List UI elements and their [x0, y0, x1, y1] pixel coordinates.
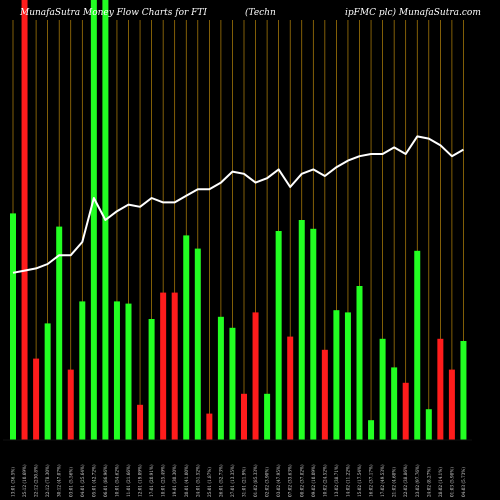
x-tick-label: 19:01 (30.30%)	[172, 464, 177, 497]
money-flow-bar	[148, 319, 155, 440]
price-line	[12, 135, 464, 274]
money-flow-bar	[333, 310, 340, 440]
money-flow-bar	[425, 409, 432, 440]
x-tick-label: 13:01 (36.5%)	[11, 467, 16, 497]
x-tick-label: 03:01 (5.56%)	[68, 467, 73, 497]
money-flow-bar	[321, 349, 328, 440]
x-tick-label: 25:01 (1.87%)	[207, 467, 212, 497]
x-tick-label: 06:01 (86.96%)	[103, 464, 108, 497]
money-flow-bar	[171, 292, 178, 440]
x-tick-label: 25:12 (10.69%)	[22, 464, 27, 497]
money-flow-bar	[275, 231, 282, 440]
x-tick-label: 08:02 (37.82%)	[299, 464, 304, 497]
money-flow-bar	[194, 248, 201, 440]
title-left: MunafaSutra Money Flow Charts for FTI	[19, 8, 207, 18]
x-tick-label: 01:02 (85.33%)	[253, 464, 258, 497]
money-flow-bar	[414, 250, 421, 440]
money-flow-bar	[79, 301, 86, 440]
money-flow-bar	[402, 382, 409, 440]
money-flow-bar	[206, 413, 213, 440]
x-tick-label: 04:03 (5.73%)	[461, 467, 466, 497]
money-flow-bar	[125, 303, 132, 440]
x-tick-label: 07:02 (33.63%)	[288, 464, 293, 497]
x-tick-label: 15:02 (17.54%)	[357, 464, 362, 497]
money-flow-bar	[460, 341, 467, 440]
money-flow-bar	[113, 301, 120, 440]
money-flow-bar	[56, 226, 63, 440]
x-tick-label: 20:01 (41.00%)	[184, 464, 189, 497]
title-right: ipFMC plc) MunafaSutra.com	[345, 7, 481, 18]
x-tick-label: 14:02 (11.22%)	[345, 464, 350, 497]
x-tick-label: 03:02 (47.95%)	[276, 464, 281, 497]
x-tick-label: 22:12 (78.30%)	[45, 464, 50, 497]
x-tick-label: 23:02 (97.76%)	[415, 464, 420, 497]
money-flow-bar	[137, 404, 144, 440]
x-tick-label: 10:02 (24.52%)	[322, 464, 327, 497]
x-tick-label: 18:01 (25.49%)	[161, 464, 166, 497]
money-flow-bar	[298, 220, 305, 440]
money-flow-bar	[67, 369, 74, 440]
x-tick-label: 26:01 (52.73%)	[218, 464, 223, 497]
money-flow-bar	[217, 316, 224, 440]
x-tick-label: 01:03 (5.98%)	[449, 467, 454, 497]
x-tick-label: 04:01 (25.64%)	[80, 464, 85, 497]
x-tick-label: 05:01 (42.72%)	[91, 464, 96, 497]
x-tick-label: 22:12 (230.8%)	[34, 464, 39, 497]
x-tick-label: 11:01 (21.66%)	[126, 464, 131, 497]
x-tick-label: 24:02 (8.27%)	[426, 467, 431, 497]
x-tick-labels: 13:01 (36.5%) 25:12 (10.69%) 22:12 (230.8%…	[11, 464, 466, 497]
x-tick-label: 17:01 (20.91%)	[149, 464, 154, 497]
money-flow-bar	[229, 327, 236, 440]
money-flow-bar	[287, 336, 294, 440]
x-tick-label: 17:02 (49.53%)	[380, 464, 385, 497]
x-tick-label: 10:01 (54.62%)	[114, 464, 119, 497]
money-flow-bar	[437, 338, 444, 440]
x-tick-label: 09:02 (10.09%)	[311, 464, 316, 497]
x-tick-label: 30:12 (47.07%)	[57, 464, 62, 497]
money-flow-bar	[379, 338, 386, 440]
x-tick-label: 13:02 (38.71%)	[334, 464, 339, 497]
money-flow-bar	[252, 312, 259, 440]
x-tick-label: 28:02 (14.1%)	[438, 467, 443, 497]
money-flow-bar	[344, 312, 351, 440]
money-flow-bar	[310, 228, 317, 440]
money-flow-bar	[356, 286, 363, 440]
money-flow-bar	[368, 420, 375, 440]
money-flow-bar	[448, 369, 455, 440]
x-tick-label: 22:02 (38.86%)	[403, 464, 408, 497]
x-tick-label: 31:01 (21.9%)	[242, 467, 247, 497]
money-flow-bar	[391, 367, 398, 440]
x-tick-label: 24:01 (51.52%)	[195, 464, 200, 497]
money-flow-bar	[33, 358, 40, 440]
money-flow-bar	[44, 323, 51, 440]
money-flow-bar	[183, 235, 190, 440]
money-flow-bar	[241, 393, 247, 440]
x-tick-label: 16:02 (37.17%)	[369, 464, 374, 497]
x-tick-label: 12:01 (19.09%)	[138, 464, 143, 497]
x-tick-label: 21:02 (4.68%)	[392, 467, 397, 497]
money-flow-bar	[21, 0, 28, 440]
money-flow-bars	[10, 0, 467, 440]
money-flow-bar	[264, 393, 271, 440]
title-center: (Techn	[245, 7, 276, 18]
x-tick-label: 02:02 (3.90%)	[265, 467, 270, 497]
x-tick-label: 27:01 (13.35%)	[230, 464, 235, 497]
money-flow-bar	[160, 292, 167, 440]
money-flow-bar	[10, 213, 16, 440]
money-flow-bar	[90, 0, 97, 440]
